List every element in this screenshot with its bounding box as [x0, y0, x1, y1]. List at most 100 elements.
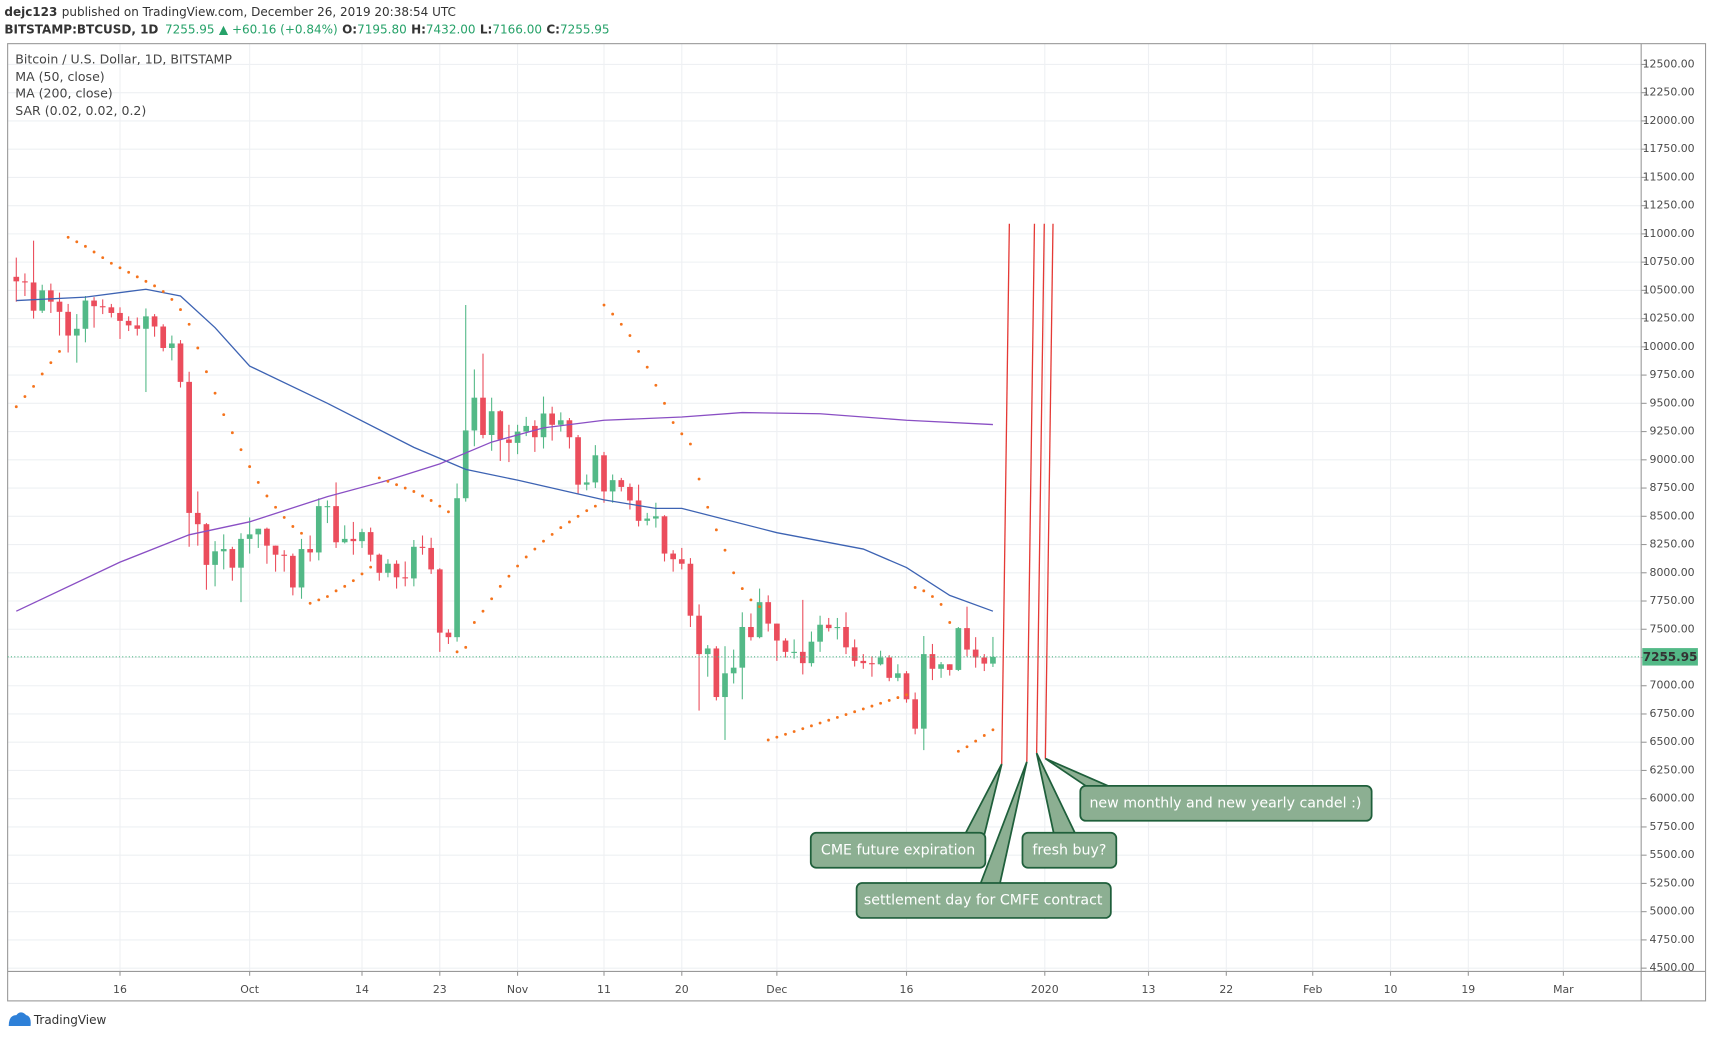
candle-body: [186, 381, 192, 513]
ohlc-value: 7166.00: [492, 22, 542, 36]
candle-body: [436, 569, 443, 633]
candle-body: [91, 300, 97, 307]
candle-body: [160, 326, 167, 348]
sar-dot: [628, 334, 632, 337]
sar-dot: [758, 605, 761, 609]
sar-dot: [23, 395, 27, 398]
sar-dot: [619, 322, 623, 326]
ohlc-value: 7255.95: [560, 22, 610, 36]
candle-body: [583, 482, 590, 485]
y-tick-label: 5500.00: [1650, 848, 1695, 861]
sar-dot: [196, 346, 200, 350]
y-tick-label: 10500.00: [1643, 283, 1695, 296]
candle-body: [471, 397, 478, 431]
sar-dot: [585, 509, 589, 513]
sar-dot: [429, 499, 433, 502]
sar-dot: [343, 584, 347, 588]
sar-dot: [447, 510, 450, 514]
candle-body: [730, 667, 737, 674]
sar-dot: [766, 738, 770, 742]
y-tick-label: 4750.00: [1650, 933, 1695, 946]
sar-dot: [637, 349, 640, 353]
callout-tail: [1044, 757, 1114, 789]
candle-body: [549, 413, 555, 425]
sar-dot: [256, 480, 260, 484]
sar-dot: [135, 275, 139, 279]
candle-body: [670, 553, 676, 560]
sar-dot: [351, 579, 355, 583]
last-price-box: [1642, 648, 1698, 666]
sar-dot: [213, 391, 217, 395]
candle-body: [834, 626, 841, 629]
y-tick-label: 10250.00: [1643, 312, 1695, 325]
sar-dot: [308, 601, 312, 605]
sar-dot: [948, 621, 952, 624]
sar-dot: [740, 587, 744, 591]
legend-entry: MA (50, close): [15, 69, 104, 84]
candle-body: [367, 532, 374, 555]
candle-body: [532, 425, 538, 438]
candle-body: [454, 498, 460, 638]
candle-body: [462, 430, 469, 499]
y-tick-label: 12250.00: [1643, 86, 1695, 99]
sar-dot: [187, 322, 191, 326]
y-tick-label: 11500.00: [1643, 170, 1695, 183]
sar-dot: [706, 505, 710, 509]
candle-body: [117, 312, 123, 321]
candle-body: [307, 549, 313, 553]
sar-dot: [749, 598, 753, 602]
y-tick-label: 11250.00: [1643, 199, 1695, 212]
candle-body: [177, 343, 184, 382]
callout-box: [809, 831, 987, 869]
candle-body: [877, 657, 884, 665]
sar-dot: [101, 256, 105, 260]
drawings: CME future expiration settlement day for…: [809, 223, 1373, 919]
sar-dot: [559, 526, 563, 530]
sar-dot: [75, 240, 79, 244]
sar-dot: [905, 693, 908, 697]
candle-body: [108, 307, 115, 313]
candle-body: [255, 528, 262, 535]
callout: fresh buy?: [1021, 752, 1118, 869]
candle-body: [644, 518, 651, 521]
candle-body: [480, 397, 486, 435]
sar-dot: [913, 586, 917, 589]
drawn-line: [1001, 223, 1011, 765]
sar-dot: [689, 442, 692, 446]
candle-body: [203, 524, 210, 565]
candle-body: [445, 632, 452, 638]
sar-dot: [230, 431, 234, 435]
symbol: BITSTAMP:BTCUSD, 1D: [4, 22, 158, 36]
callout: CME future expiration: [809, 763, 1003, 869]
candle-body: [756, 602, 763, 638]
sar-dot: [879, 701, 882, 705]
y-tick-label: 6000.00: [1650, 792, 1695, 805]
ohlc-key: L:: [480, 22, 492, 36]
sar-dot: [697, 477, 701, 481]
sar-dot: [835, 715, 839, 719]
sar-dot: [179, 308, 182, 311]
x-tick-label: 14: [355, 983, 369, 996]
sar-dot: [810, 724, 813, 728]
x-tick-label: 16: [113, 983, 127, 996]
sar-dot: [334, 589, 338, 593]
candle-body: [212, 551, 218, 565]
ohlc-value: 7432.00: [426, 22, 476, 36]
candle-body: [748, 626, 754, 638]
candle-body: [194, 512, 201, 525]
candle-body: [264, 528, 270, 546]
candle-body: [765, 602, 772, 624]
candle-body: [653, 516, 659, 519]
sar-dot: [144, 279, 148, 283]
candle-body: [774, 623, 780, 641]
sar-dot: [654, 383, 658, 387]
x-tick-label: 11: [597, 983, 611, 996]
candle-body: [151, 316, 158, 327]
candle-body: [290, 555, 296, 588]
candle-body: [713, 648, 720, 698]
candle-body: [566, 420, 573, 438]
candle-body: [169, 343, 175, 348]
candle-body: [825, 624, 832, 629]
x-tick-label: 20: [675, 983, 689, 996]
